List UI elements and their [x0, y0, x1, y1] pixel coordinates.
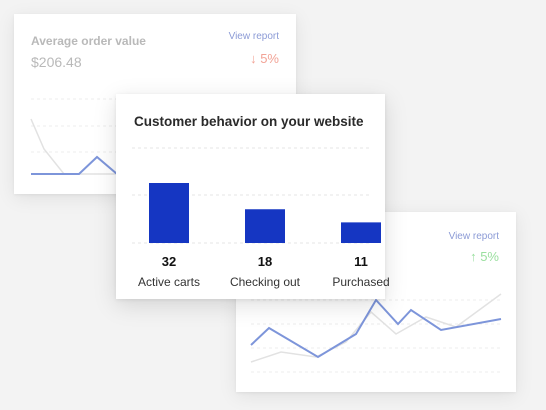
checking-out-count: 18 [257, 254, 273, 269]
trend-change-indicator: ↑ 5% [470, 249, 499, 264]
arrow-up-icon: ↑ [470, 249, 477, 264]
active-carts-count: 32 [161, 254, 177, 269]
customer-behavior-title: Customer behavior on your website [134, 114, 364, 129]
purchased-bar [341, 222, 381, 243]
aov-view-report-link[interactable]: View report [228, 31, 279, 42]
trend-secondary-line [250, 293, 502, 363]
aov-change-value: 5% [260, 51, 279, 66]
active-carts-bar [149, 183, 189, 243]
purchased-label: Purchased [332, 275, 390, 289]
trend-primary-line [250, 298, 502, 359]
active-carts-label: Active carts [137, 275, 200, 289]
purchased-count: 11 [354, 254, 368, 269]
trend-change-value: 5% [480, 249, 499, 264]
aov-change-indicator: ↓ 5% [250, 51, 279, 66]
checking-out-label: Checking out [229, 275, 301, 289]
customer-behavior-card: Customer behavior on your website 32 18 … [116, 94, 390, 299]
checking-out-bar [245, 209, 285, 243]
aov-value: $206.48 [31, 54, 82, 70]
arrow-down-icon: ↓ [250, 51, 257, 66]
trend-view-report-link[interactable]: View report [448, 231, 499, 242]
aov-title: Average order value [31, 34, 146, 48]
trend-chart [250, 293, 502, 373]
customer-behavior-bar-chart [132, 147, 381, 244]
